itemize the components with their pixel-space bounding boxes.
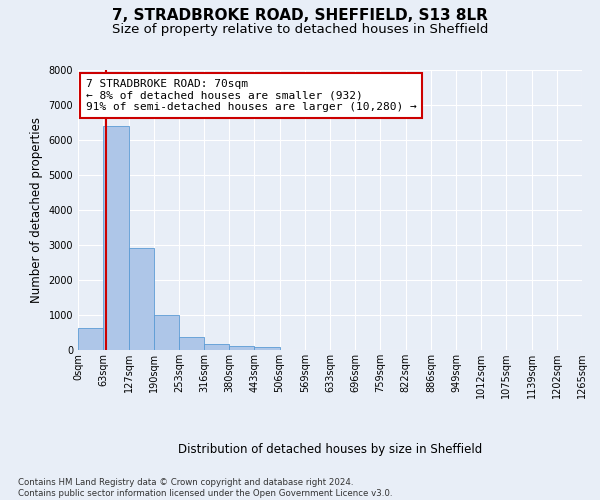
Text: Distribution of detached houses by size in Sheffield: Distribution of detached houses by size …: [178, 442, 482, 456]
Text: Contains HM Land Registry data © Crown copyright and database right 2024.
Contai: Contains HM Land Registry data © Crown c…: [18, 478, 392, 498]
Text: 7, STRADBROKE ROAD, SHEFFIELD, S13 8LR: 7, STRADBROKE ROAD, SHEFFIELD, S13 8LR: [112, 8, 488, 22]
Text: Size of property relative to detached houses in Sheffield: Size of property relative to detached ho…: [112, 22, 488, 36]
Bar: [204, 344, 229, 350]
Bar: [179, 336, 204, 350]
Bar: [229, 346, 254, 350]
Y-axis label: Number of detached properties: Number of detached properties: [30, 117, 43, 303]
Bar: [154, 315, 179, 350]
Bar: [128, 248, 154, 350]
Text: 7 STRADBROKE ROAD: 70sqm
← 8% of detached houses are smaller (932)
91% of semi-d: 7 STRADBROKE ROAD: 70sqm ← 8% of detache…: [86, 78, 417, 112]
Bar: [254, 347, 280, 350]
Bar: [78, 328, 103, 350]
Bar: [103, 126, 128, 350]
